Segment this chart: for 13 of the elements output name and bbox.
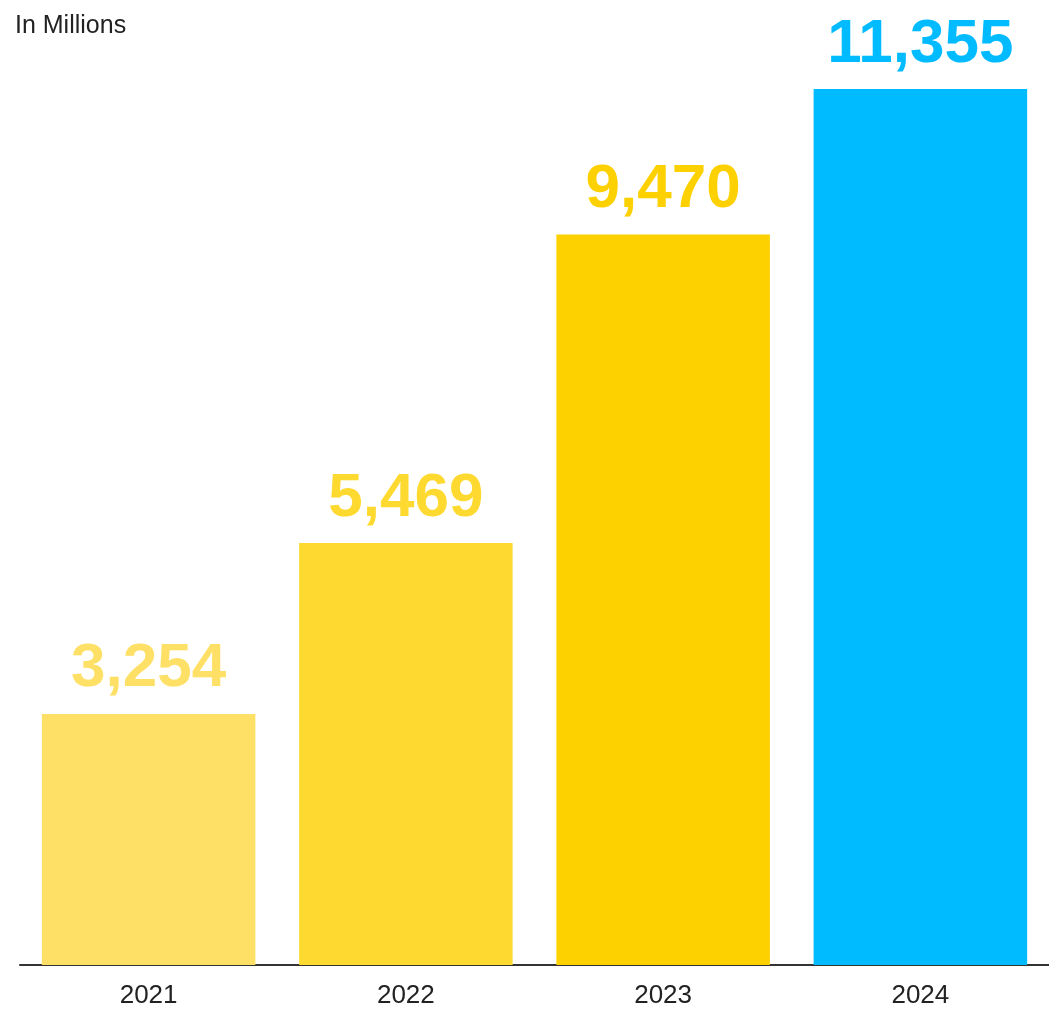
bar [813, 89, 1028, 965]
bar [556, 234, 770, 965]
bar [299, 543, 513, 965]
x-tick-label: 2024 [891, 979, 950, 1009]
x-tick-label: 2023 [634, 979, 693, 1009]
bar [41, 713, 256, 965]
x-tick-label: 2021 [119, 979, 178, 1009]
data-label: 5,469 [328, 459, 484, 529]
data-label: 9,470 [585, 150, 741, 220]
x-tick-label: 2022 [376, 979, 435, 1009]
data-label: 3,254 [71, 630, 227, 700]
data-label: 11,355 [827, 5, 1014, 75]
chart-title: In Millions [15, 9, 127, 38]
